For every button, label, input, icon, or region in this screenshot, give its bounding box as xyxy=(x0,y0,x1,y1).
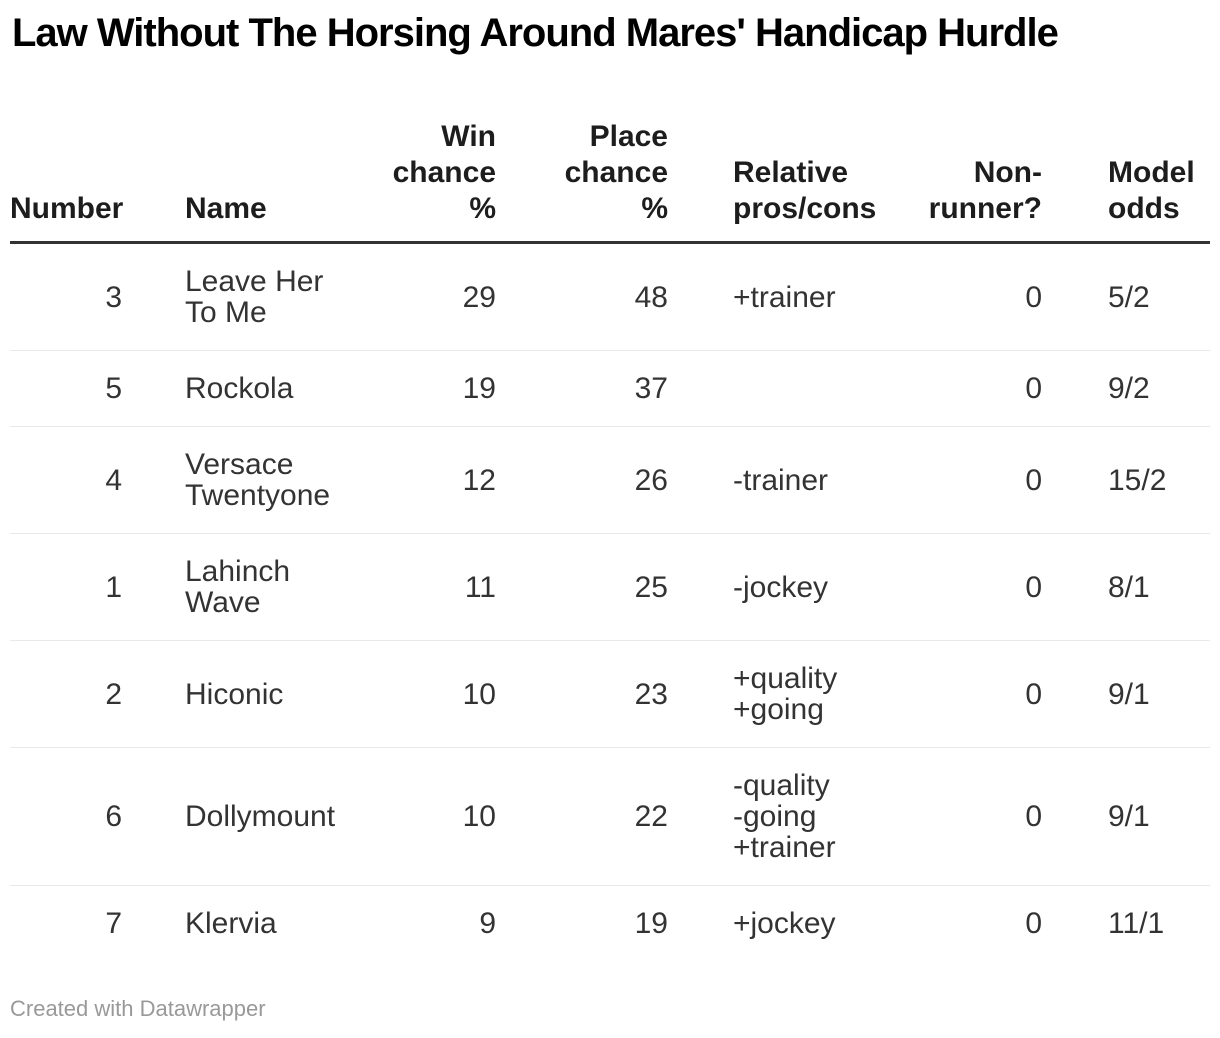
cell-pros-cons: +quality +going xyxy=(681,640,871,748)
cell-name: Versace Twentyone xyxy=(134,426,374,534)
cell-place-chance: 23 xyxy=(509,640,681,748)
cell-number: 4 xyxy=(10,426,134,534)
cell-number: 5 xyxy=(10,350,134,427)
col-header-model-odds: Model odds xyxy=(1055,119,1210,244)
cell-pros-cons xyxy=(681,350,871,427)
attribution: Created with Datawrapper xyxy=(10,997,1220,1021)
cell-number: 2 xyxy=(10,640,134,748)
cell-win-chance: 11 xyxy=(374,533,509,641)
table-row: 7 Klervia 9 19 +jockey 0 11/1 xyxy=(10,886,1210,962)
cell-non-runner: 0 xyxy=(871,747,1055,886)
cell-name: Rockola xyxy=(134,350,374,427)
cell-name: Dollymount xyxy=(134,747,374,886)
cell-win-chance: 29 xyxy=(374,242,509,351)
table-row: 5 Rockola 19 37 0 9/2 xyxy=(10,350,1210,427)
cell-pros-cons: -jockey xyxy=(681,533,871,641)
cell-number: 7 xyxy=(105,907,122,940)
table-row: 2 Hiconic 10 23 +quality +going 0 9/1 xyxy=(10,640,1210,748)
cell-number: 1 xyxy=(10,533,134,641)
cell-number: 6 xyxy=(10,747,134,886)
cell-model-odds: 9/2 xyxy=(1055,350,1210,427)
cell-place-chance: 26 xyxy=(509,426,681,534)
datawrapper-credit-link[interactable]: Created with Datawrapper xyxy=(10,996,266,1021)
cell-place-chance: 25 xyxy=(509,533,681,641)
col-header-place-chance: Place chance % xyxy=(509,119,681,244)
cell-name: Hiconic xyxy=(134,640,374,748)
cell-pros-cons: -quality -going +trainer xyxy=(681,747,871,886)
table-row: 3 Leave Her To Me 29 48 +trainer 0 5/2 xyxy=(10,242,1210,351)
data-table: Number Name Win chance % Place chance % … xyxy=(10,119,1210,961)
cell-place-chance: 48 xyxy=(509,242,681,351)
col-header-number: Number xyxy=(10,119,134,244)
cell-name: Klervia xyxy=(185,907,277,940)
cell-place-chance: 19 xyxy=(634,907,668,940)
cell-pros-cons: -trainer xyxy=(681,426,871,534)
cell-pros-cons: +jockey xyxy=(733,907,836,940)
cell-non-runner: 0 xyxy=(1025,907,1042,940)
cell-number: 3 xyxy=(10,242,134,351)
cell-model-odds: 9/1 xyxy=(1055,747,1210,886)
col-header-name: Name xyxy=(134,119,374,244)
cell-non-runner: 0 xyxy=(871,350,1055,427)
cell-win-chance: 10 xyxy=(374,640,509,748)
cell-win-chance: 10 xyxy=(374,747,509,886)
cell-non-runner: 0 xyxy=(871,242,1055,351)
cell-model-odds: 9/1 xyxy=(1055,640,1210,748)
table-row: 1 Lahinch Wave 11 25 -jockey 0 8/1 xyxy=(10,533,1210,641)
datawrapper-table-page: Law Without The Horsing Around Mares' Ha… xyxy=(0,10,1220,1038)
cell-non-runner: 0 xyxy=(871,640,1055,748)
cell-win-chance: 9 xyxy=(479,907,496,940)
header-row: Number Name Win chance % Place chance % … xyxy=(10,119,1210,244)
cell-win-chance: 19 xyxy=(374,350,509,427)
cell-win-chance: 12 xyxy=(374,426,509,534)
col-header-non-runner: Non- runner? xyxy=(871,119,1055,244)
col-header-win-chance: Win chance % xyxy=(374,119,509,244)
chart-title: Law Without The Horsing Around Mares' Ha… xyxy=(12,11,1059,55)
table-row: 6 Dollymount 10 22 -quality -going +trai… xyxy=(10,747,1210,886)
cell-non-runner: 0 xyxy=(871,426,1055,534)
table-row: 4 Versace Twentyone 12 26 -trainer 0 15/… xyxy=(10,426,1210,534)
cell-model-odds: 15/2 xyxy=(1055,426,1210,534)
cell-pros-cons: +trainer xyxy=(681,242,871,351)
cell-name: Leave Her To Me xyxy=(134,242,374,351)
cell-place-chance: 22 xyxy=(509,747,681,886)
cell-non-runner: 0 xyxy=(871,533,1055,641)
cell-model-odds: 11/1 xyxy=(1108,907,1165,940)
table-body: 3 Leave Her To Me 29 48 +trainer 0 5/2 5… xyxy=(10,242,1210,962)
cell-place-chance: 37 xyxy=(509,350,681,427)
cell-name: Lahinch Wave xyxy=(134,533,374,641)
cell-model-odds: 5/2 xyxy=(1055,242,1210,351)
col-header-pros-cons: Relative pros/cons xyxy=(681,119,876,244)
table-header: Number Name Win chance % Place chance % … xyxy=(10,119,1210,244)
cell-model-odds: 8/1 xyxy=(1055,533,1210,641)
